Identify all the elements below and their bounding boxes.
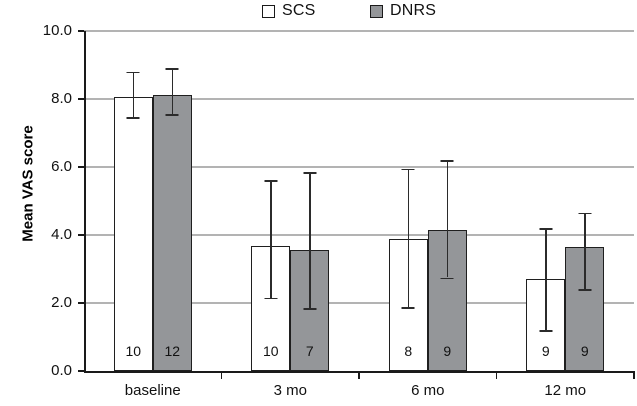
error-bar-cap-upper xyxy=(539,228,553,230)
x-axis-tick-label: baseline xyxy=(124,382,181,399)
error-bar-cap-lower xyxy=(303,308,317,310)
legend-item-dnrs: DNRS xyxy=(370,3,436,19)
y-axis-tick-mark xyxy=(78,302,84,304)
error-bar-stem xyxy=(270,179,272,298)
error-bar-cap-upper xyxy=(401,168,415,171)
bar-n-label: 10 xyxy=(262,343,279,359)
x-axis-line xyxy=(84,371,635,373)
bar-dnrs-3-mo xyxy=(290,250,330,371)
error-bar-cap-upper xyxy=(126,71,140,74)
x-axis-tick-label: 3 mo xyxy=(273,382,307,399)
bar-n-label: 12 xyxy=(164,343,181,359)
error-bar-cap-lower xyxy=(578,289,592,291)
error-bar-stem xyxy=(132,71,134,118)
error-bar-cap-upper xyxy=(264,179,278,182)
error-bar-stem xyxy=(171,68,173,114)
y-axis-tick-label: 4.0 xyxy=(51,226,72,243)
legend-swatch-dnrs-icon xyxy=(370,4,383,18)
x-axis-tick-mark xyxy=(495,372,498,379)
error-bar-cap-lower xyxy=(165,113,179,116)
gridline xyxy=(84,302,634,304)
bar-scs-baseline xyxy=(113,97,153,371)
error-bar-cap-upper xyxy=(165,68,179,70)
error-bar-cap-upper xyxy=(303,172,317,174)
y-axis-tick-label: 8.0 xyxy=(51,90,72,107)
gridline xyxy=(84,234,634,236)
x-axis-tick-mark xyxy=(633,372,635,379)
bar-dnrs-baseline xyxy=(152,94,192,371)
error-bar-stem xyxy=(446,160,448,278)
legend-swatch-scs-icon xyxy=(262,4,275,18)
bar-n-label: 8 xyxy=(404,343,413,359)
error-bar-cap-lower xyxy=(440,277,454,280)
chart-legend: SCS DNRS xyxy=(0,0,637,26)
gridline xyxy=(84,30,634,32)
gridline xyxy=(84,98,634,100)
gridline xyxy=(84,166,634,168)
x-axis-tick-label: 6 mo xyxy=(411,382,445,399)
error-bar-cap-lower xyxy=(539,330,553,332)
x-axis-tick-mark xyxy=(358,372,360,379)
error-bar-cap-lower xyxy=(264,297,278,300)
error-bar-stem xyxy=(309,172,311,309)
error-bar-cap-lower xyxy=(126,117,140,119)
y-axis-tick-label: 2.0 xyxy=(51,294,72,311)
y-axis-tick-mark xyxy=(78,30,84,32)
y-axis-tick-label: 6.0 xyxy=(51,158,72,175)
y-axis-tick-labels: 0.0 2.0 4.0 6.0 8.0 10.0 xyxy=(24,0,72,406)
y-axis-tick-mark xyxy=(78,98,84,100)
bar-n-label: 10 xyxy=(125,343,142,359)
error-bar-cap-upper xyxy=(578,212,592,215)
y-axis-line xyxy=(84,31,86,372)
bar-n-label: 7 xyxy=(305,343,314,359)
error-bar-cap-lower xyxy=(401,307,415,309)
error-bar-stem xyxy=(407,168,409,308)
legend-label-scs: SCS xyxy=(282,2,316,19)
bar-n-label: 9 xyxy=(443,343,452,359)
y-axis-tick-mark xyxy=(78,166,84,168)
error-bar-stem xyxy=(545,228,547,331)
error-bar-cap-upper xyxy=(440,160,454,162)
y-axis-tick-mark xyxy=(78,234,84,236)
y-axis-tick-label: 0.0 xyxy=(51,362,72,379)
y-axis-tick-mark xyxy=(78,370,84,372)
x-axis-tick-label: 12 mo xyxy=(544,382,587,399)
plot-area xyxy=(84,30,634,371)
legend-label-dnrs: DNRS xyxy=(390,2,437,19)
error-bar-stem xyxy=(584,212,586,290)
legend-item-scs: SCS xyxy=(262,3,316,19)
y-axis-tick-label: 10.0 xyxy=(42,22,72,39)
x-axis-tick-mark xyxy=(220,372,223,379)
bar-n-label: 9 xyxy=(580,343,589,359)
bar-n-label: 9 xyxy=(541,343,550,359)
